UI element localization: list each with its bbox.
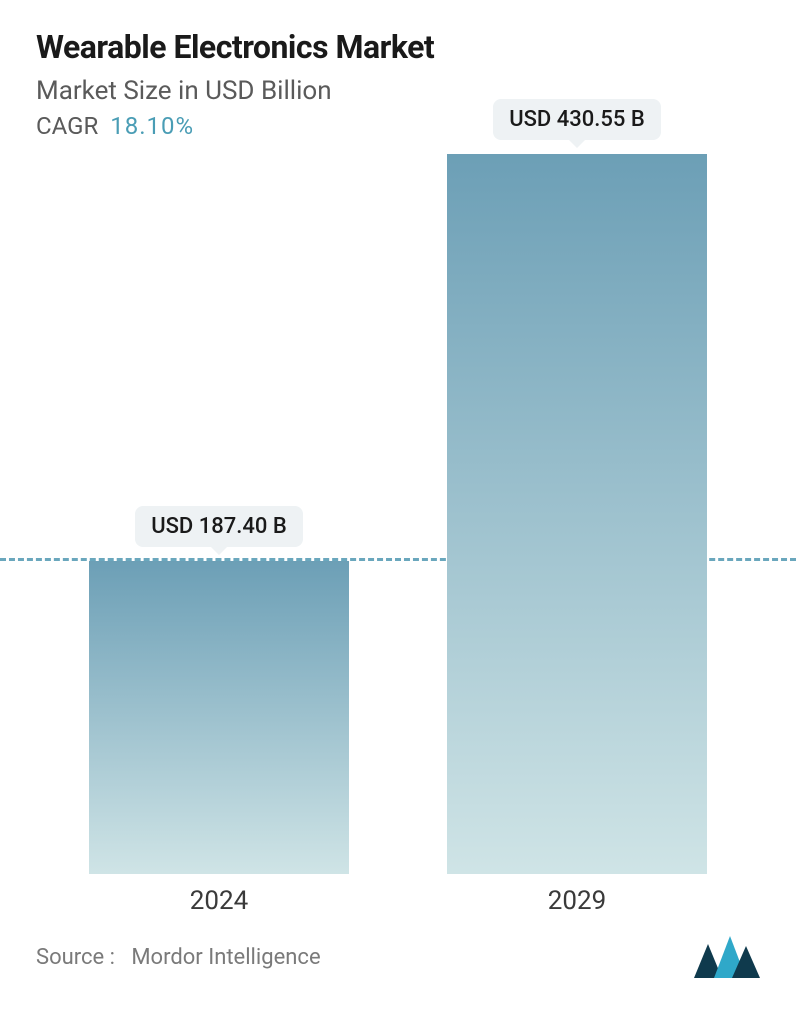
bar-column: USD 187.40 B <box>89 506 349 874</box>
chart-plot-area: USD 187.40 BUSD 430.55 B <box>0 154 796 874</box>
x-axis-label: 2024 <box>89 886 349 916</box>
source-label: Source : <box>36 945 115 970</box>
chart-container: Wearable Electronics Market Market Size … <box>0 0 796 1034</box>
bar-value-label: USD 187.40 B <box>135 506 303 547</box>
cagr-label: CAGR <box>36 112 98 140</box>
mordor-logo-icon <box>694 936 760 978</box>
bar-value-label: USD 430.55 B <box>493 99 661 140</box>
chart-title: Wearable Electronics Market <box>36 28 760 66</box>
bar <box>447 154 707 874</box>
bars-wrapper: USD 187.40 BUSD 430.55 B <box>0 154 796 874</box>
x-axis-label: 2029 <box>447 886 707 916</box>
source-attribution: Source : Mordor Intelligence <box>36 945 321 970</box>
brand-logo <box>694 936 760 978</box>
x-axis-labels: 2024 2029 <box>0 874 796 916</box>
source-name: Mordor Intelligence <box>131 945 320 970</box>
bar-column: USD 430.55 B <box>447 99 707 874</box>
cagr-value: 18.10% <box>110 112 194 140</box>
chart-footer: Source : Mordor Intelligence <box>0 916 796 1000</box>
bar <box>89 561 349 874</box>
